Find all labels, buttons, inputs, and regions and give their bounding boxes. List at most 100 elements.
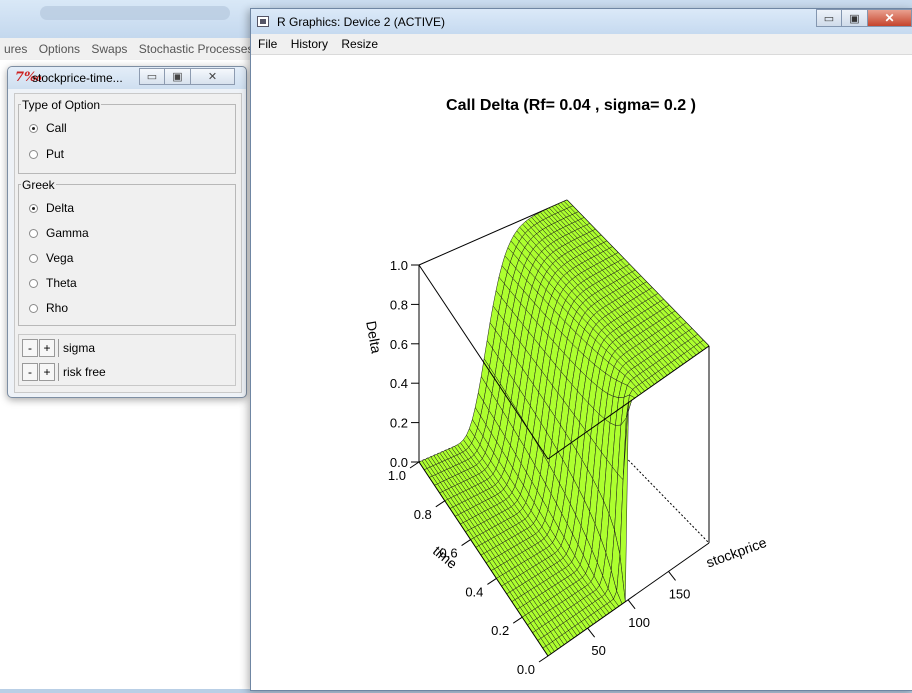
y-axis-tick-label: 0.8 bbox=[414, 507, 432, 522]
z-axis-tick-label: 0.6 bbox=[390, 337, 408, 352]
r-titlebar[interactable]: R Graphics: Device 2 (ACTIVE) ▭ ▣ ✕ bbox=[251, 9, 912, 34]
close-icon: ✕ bbox=[207, 71, 218, 83]
menu-resize[interactable]: Resize bbox=[341, 37, 379, 51]
x-axis-label: stockprice bbox=[704, 534, 769, 571]
sigma-label: sigma bbox=[58, 339, 95, 357]
greek-group-label: Greek bbox=[21, 178, 56, 192]
box-edge-front-left-bottom bbox=[418, 461, 549, 657]
z-axis-tick-label: 1.0 bbox=[390, 258, 408, 273]
z-axis-tick-label: 0.0 bbox=[390, 455, 408, 470]
radio-delta-label: Delta bbox=[46, 201, 75, 215]
r-menubar: File History Resize bbox=[251, 34, 912, 55]
z-axis-label: Delta bbox=[363, 320, 384, 355]
x-axis-tick-label: 150 bbox=[669, 586, 691, 601]
y-axis-tick bbox=[512, 616, 523, 624]
tk-control-window: 7‰ stockprice-time... ▭ ▣ ✕ Type of Opti… bbox=[7, 66, 247, 398]
r-graphics-window: R Graphics: Device 2 (ACTIVE) ▭ ▣ ✕ File… bbox=[250, 8, 912, 691]
box-edge-front-top-left bbox=[418, 264, 549, 460]
close-icon: ✕ bbox=[884, 11, 895, 25]
radio-unselected-icon bbox=[29, 253, 38, 263]
bg-menu-item[interactable]: ures bbox=[4, 42, 28, 56]
radio-gamma[interactable]: Gamma bbox=[29, 226, 89, 240]
radio-put[interactable]: Put bbox=[29, 147, 64, 161]
bg-menu-item-swaps[interactable]: Swaps bbox=[91, 42, 128, 56]
r-minimize-button[interactable]: ▭ bbox=[816, 9, 842, 27]
r-window-title: R Graphics: Device 2 (ACTIVE) bbox=[277, 15, 446, 29]
minimize-button[interactable]: ▭ bbox=[139, 68, 165, 85]
box-edge-back-top bbox=[418, 199, 568, 266]
option-type-group: Type of Option Call Put bbox=[18, 98, 236, 174]
background-window-menubar: ures Options Swaps Stochastic Processes bbox=[0, 38, 270, 61]
r-close-button[interactable]: ✕ bbox=[868, 9, 912, 27]
y-axis-tick bbox=[409, 461, 420, 469]
menu-history[interactable]: History bbox=[290, 37, 329, 51]
tk-feather-icon: 7‰ bbox=[15, 70, 43, 85]
sigma-spinner: - + sigma bbox=[22, 339, 95, 357]
y-axis-tick bbox=[538, 655, 549, 663]
menu-file[interactable]: File bbox=[258, 37, 278, 51]
plot-axes: 0.00.20.40.60.81.00.00.20.40.60.81.05010… bbox=[388, 258, 690, 677]
bg-menu-item-stochastic[interactable]: Stochastic Processes bbox=[138, 42, 254, 56]
y-axis-tick bbox=[461, 539, 471, 547]
riskfree-spinner: - + risk free bbox=[22, 363, 106, 381]
r-maximize-button[interactable]: ▣ bbox=[842, 9, 868, 27]
radio-call-label: Call bbox=[46, 121, 67, 135]
r-graphics-window-icon bbox=[257, 16, 269, 27]
delta-surface-plot: Call Delta (Rf= 0.04 , sigma= 0.2 ) 0.0 0… bbox=[363, 97, 769, 677]
y-axis-tick-label: 1.0 bbox=[388, 468, 406, 483]
option-type-group-label: Type of Option bbox=[21, 98, 102, 112]
tk-client-area: Type of Option Call Put Greek Delta Gamm… bbox=[14, 93, 242, 393]
riskfree-label: risk free bbox=[58, 363, 106, 381]
radio-unselected-icon bbox=[29, 228, 38, 238]
background-window-titlebar[interactable] bbox=[0, 0, 270, 38]
sigma-decrement-button[interactable]: - bbox=[22, 339, 38, 357]
riskfree-increment-button[interactable]: + bbox=[39, 363, 55, 381]
y-axis-tick bbox=[435, 500, 446, 508]
x-axis-tick-label: 50 bbox=[591, 643, 605, 658]
box-edge-front-top bbox=[547, 345, 710, 460]
y-axis-tick bbox=[487, 577, 497, 585]
y-axis-tick-label: 0.4 bbox=[465, 584, 483, 599]
z-axis-tick-label: 0.4 bbox=[390, 376, 408, 391]
riskfree-decrement-button[interactable]: - bbox=[22, 363, 38, 381]
close-button[interactable]: ✕ bbox=[191, 68, 235, 85]
radio-delta[interactable]: Delta bbox=[29, 201, 74, 215]
radio-unselected-icon bbox=[29, 278, 38, 288]
y-axis-tick-label: 0.6 bbox=[440, 546, 458, 561]
parameter-group: - + sigma - + risk free bbox=[18, 334, 236, 386]
radio-vega[interactable]: Vega bbox=[29, 251, 73, 265]
radio-theta[interactable]: Theta bbox=[29, 276, 77, 290]
y-axis-tick-label: 0.0 bbox=[517, 662, 535, 677]
radio-call[interactable]: Call bbox=[29, 121, 67, 135]
minimize-icon: ▭ bbox=[146, 71, 158, 83]
bg-menu-item-options[interactable]: Options bbox=[38, 42, 81, 56]
x-axis-tick bbox=[587, 627, 596, 638]
x-axis-tick-label: 100 bbox=[628, 615, 650, 630]
background-window-title-blurred bbox=[40, 6, 230, 20]
z-axis-tick-label: 0.8 bbox=[390, 297, 408, 312]
maximize-button[interactable]: ▣ bbox=[165, 68, 191, 85]
sigma-increment-button[interactable]: + bbox=[39, 339, 55, 357]
radio-unselected-icon bbox=[29, 149, 38, 159]
y-axis-tick-label: 0.2 bbox=[491, 623, 509, 638]
delta-surface bbox=[418, 199, 710, 657]
radio-vega-label: Vega bbox=[46, 251, 74, 265]
radio-rho[interactable]: Rho bbox=[29, 301, 68, 315]
tk-titlebar[interactable]: 7‰ stockprice-time... ▭ ▣ ✕ bbox=[8, 67, 246, 89]
radio-theta-label: Theta bbox=[46, 276, 77, 290]
tk-window-title: stockprice-time... bbox=[32, 71, 123, 85]
radio-put-label: Put bbox=[46, 147, 65, 161]
x-axis-tick bbox=[627, 599, 636, 610]
radio-rho-label: Rho bbox=[46, 301, 69, 315]
greek-group: Greek Delta Gamma Vega Theta Rho bbox=[18, 178, 236, 326]
z-axis-tick-label: 0.2 bbox=[390, 416, 408, 431]
radio-selected-icon bbox=[29, 203, 38, 213]
minimize-icon: ▭ bbox=[823, 12, 835, 25]
plot-box-front bbox=[418, 264, 710, 657]
radio-gamma-label: Gamma bbox=[46, 226, 89, 240]
x-axis-tick bbox=[668, 571, 676, 581]
maximize-icon: ▣ bbox=[172, 71, 183, 83]
radio-selected-icon bbox=[29, 123, 38, 133]
maximize-icon: ▣ bbox=[849, 12, 860, 25]
r-plot-area: Call Delta (Rf= 0.04 , sigma= 0.2 ) 0.0 0… bbox=[251, 55, 912, 690]
